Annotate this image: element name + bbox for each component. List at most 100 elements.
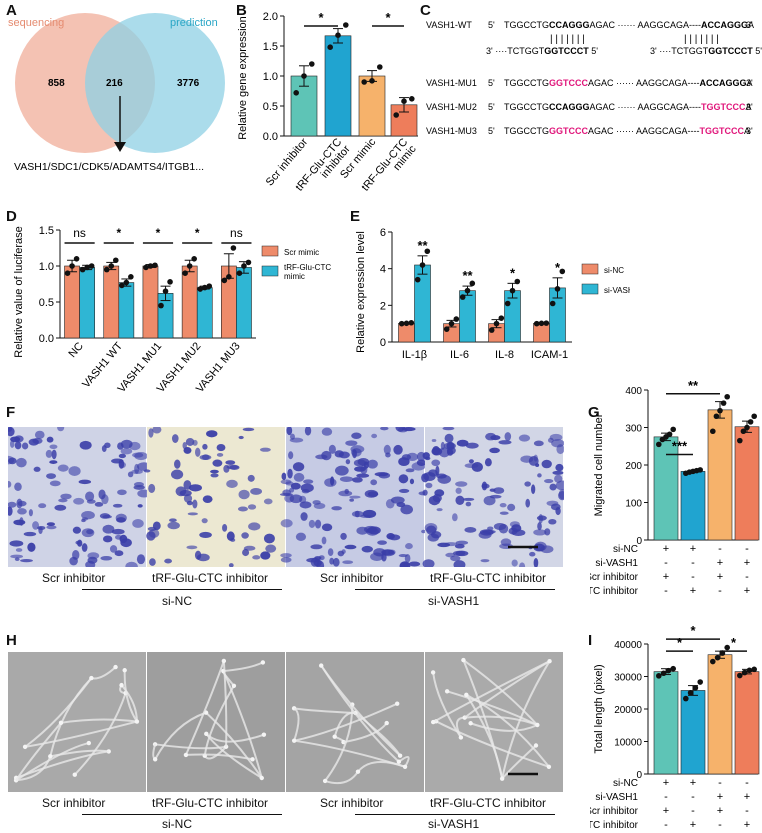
panel-label-i: I <box>588 632 593 649</box>
data-point <box>504 300 511 307</box>
stained-cell <box>378 472 391 479</box>
stained-cell <box>229 465 240 471</box>
stained-cell <box>480 559 490 563</box>
stained-cell <box>112 503 123 508</box>
y-tick-label: 30000 <box>614 673 642 684</box>
data-point <box>162 288 169 294</box>
stained-cell <box>182 442 187 450</box>
stained-cell <box>280 519 293 528</box>
data-point <box>710 658 716 665</box>
tube-node <box>261 732 267 737</box>
stained-cell <box>353 459 367 467</box>
tube-network <box>398 755 410 768</box>
y-tick-label: 0 <box>636 536 642 547</box>
chart-e: Relative expression level 0246**IL-1β**IL… <box>355 227 630 361</box>
stained-cell <box>456 439 469 447</box>
stained-cell <box>409 478 415 485</box>
tube-network <box>293 707 356 714</box>
data-point <box>656 441 662 448</box>
stained-cell <box>242 548 250 557</box>
stained-cell <box>445 552 456 558</box>
stained-cell <box>21 442 29 450</box>
seq-5prime: 5' <box>488 126 495 136</box>
stained-cell <box>46 436 54 443</box>
seq-row-name: VASH1-WT <box>426 20 472 30</box>
stained-cell <box>388 549 396 555</box>
tube-node <box>318 663 324 668</box>
stained-cell <box>188 484 202 492</box>
mirna-sequence: 3' ····TCTGGTGGTCCCT 5' <box>486 46 598 56</box>
stained-cell <box>370 479 378 486</box>
stained-cell <box>402 562 410 567</box>
y-axis-title: Relative gene expression <box>237 16 249 140</box>
stained-cell <box>148 428 154 438</box>
base-pairing-left: | | | | | | | <box>550 34 585 45</box>
stained-cell <box>114 550 124 557</box>
stained-cell <box>192 439 198 446</box>
stained-cell <box>288 451 294 460</box>
data-point <box>493 320 500 327</box>
panel-label-a: A <box>6 2 17 19</box>
stained-cell <box>290 433 295 440</box>
stained-cell <box>86 529 94 535</box>
stained-cell <box>483 495 496 506</box>
tube-network <box>15 722 62 781</box>
stained-cell <box>487 526 494 531</box>
stained-cell <box>435 465 440 476</box>
chart-i: Total length (pixel) 0 10000 20000 30000 4000… <box>590 623 760 831</box>
tube-network <box>74 692 127 776</box>
seq-row-sequence: TGGCCTGCCAGGGAGAC ······ AAGGCAGA----ACC… <box>504 20 754 30</box>
data-point <box>554 286 561 292</box>
stained-cell <box>544 528 551 536</box>
stained-cell <box>17 508 27 515</box>
stained-cell <box>321 427 333 436</box>
venn-arrow-head <box>114 142 126 152</box>
stained-cell <box>192 499 198 509</box>
stained-cell <box>100 555 113 561</box>
tube-network <box>435 720 550 768</box>
data-point <box>143 264 149 271</box>
stained-cell <box>238 435 244 440</box>
data-point <box>79 266 86 273</box>
stained-cell <box>425 482 433 489</box>
seq-row-sequence: TGGCCTGGGTCCCAGAC ······ AAGGCAGA----TGG… <box>504 126 750 136</box>
data-point <box>710 428 716 435</box>
data-point <box>751 413 757 420</box>
stained-cell <box>498 440 512 445</box>
data-point <box>414 276 421 283</box>
stained-cell <box>465 501 472 507</box>
tube-network <box>293 702 398 742</box>
stained-cell <box>508 527 518 535</box>
h-group-label-1: si-NC <box>162 817 192 831</box>
significance-label: *** <box>672 439 688 454</box>
stained-cell <box>38 503 47 509</box>
stained-cell <box>28 438 39 446</box>
tube-node <box>384 720 389 726</box>
stained-cell <box>525 498 531 508</box>
stained-cell <box>398 554 408 558</box>
data-point <box>697 679 703 685</box>
tube-network <box>324 704 354 782</box>
stained-cell <box>444 433 454 443</box>
stained-cell <box>411 462 426 471</box>
stained-cell <box>99 513 111 519</box>
stained-cell <box>186 545 198 550</box>
y-tick-label: 0.0 <box>263 131 278 143</box>
stained-cell <box>452 513 458 522</box>
stained-cell <box>351 432 362 439</box>
tube-node <box>119 682 124 688</box>
stained-cell <box>243 545 256 551</box>
tube-network <box>120 684 138 722</box>
data-point <box>697 467 703 473</box>
stained-cell <box>334 450 344 458</box>
significance-label: ** <box>462 268 473 283</box>
panel-label-c: C <box>420 2 431 19</box>
stained-cell <box>555 480 564 491</box>
stained-cell <box>537 473 542 478</box>
stained-cell <box>531 484 536 495</box>
stained-cell <box>342 560 354 564</box>
stained-cell <box>8 501 17 508</box>
y-tick-label: 0 <box>380 337 386 349</box>
stained-cell <box>446 446 456 455</box>
stained-cell <box>405 468 415 473</box>
